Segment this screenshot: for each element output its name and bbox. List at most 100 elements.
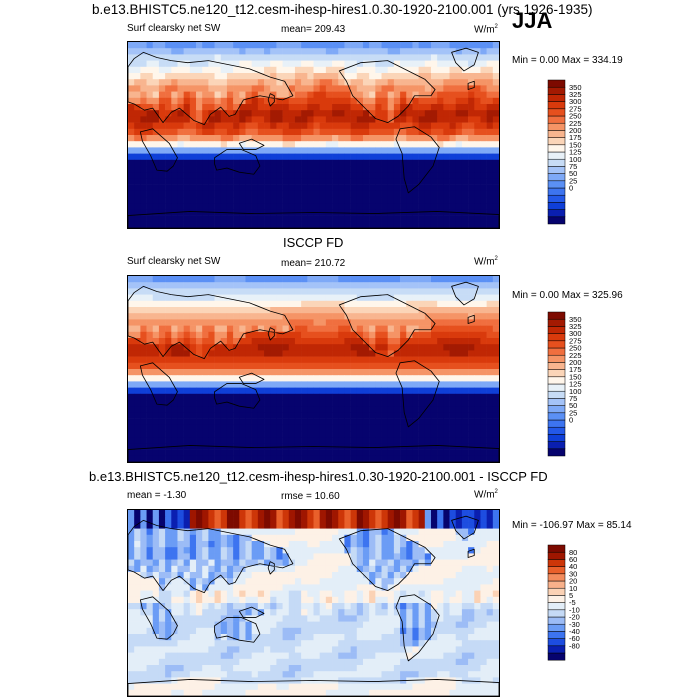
panel1-colorbar-swatch [547, 122, 566, 131]
panel1-map-cell [400, 203, 407, 210]
panel3-map-cell [239, 547, 246, 554]
panel1-map-cell [480, 166, 487, 173]
panel2-map-cell [406, 406, 413, 413]
panel2-map-cell [492, 307, 499, 314]
panel1-map-cell [165, 178, 172, 185]
panel1-map-cell [474, 166, 481, 173]
panel1-map-cell [202, 122, 209, 130]
panel3-map-cell [152, 534, 160, 542]
panel1-map-cell [369, 197, 376, 204]
panel1-map-cell [282, 141, 290, 148]
panel2-map-cell [214, 369, 222, 376]
panel3-map-cell [356, 553, 364, 560]
panel1-map-cell [202, 190, 209, 198]
panel1-map-cell [350, 209, 358, 216]
panel1-map-cell [134, 110, 141, 117]
panel2-map-cell [196, 393, 203, 401]
panel1-map-cell [387, 42, 395, 49]
panel2-map-cell [257, 282, 265, 289]
panel2-map-cell [165, 294, 172, 302]
panel1-map-cell [344, 104, 351, 111]
panel1-map-cell [208, 178, 215, 185]
panel1-map-cell [325, 91, 333, 99]
panel3-map-cell [239, 522, 246, 529]
panel1-map-cell [492, 48, 499, 55]
panel2-map-cell [177, 393, 184, 401]
panel3-map-cell [406, 603, 413, 610]
panel2-map-cell [177, 412, 184, 419]
panel1-map-cell [202, 54, 209, 61]
panel3-map-cell [325, 627, 333, 635]
panel2-map-cell [474, 424, 481, 432]
panel1-map-cell [239, 73, 246, 80]
panel1-map-cell [443, 184, 450, 192]
panel2-map-cell [338, 381, 345, 388]
figure-title: b.e13.BHISTC5.ne120_t12.cesm-ihesp-hires… [92, 2, 593, 17]
panel2-map-cell [474, 449, 481, 457]
panel1-map-cell [437, 135, 444, 142]
panel3-map-cell [294, 615, 302, 622]
panel1-map-cell [171, 128, 178, 136]
panel2-map-cell [387, 437, 395, 444]
panel1-map-cell [338, 128, 345, 136]
panel1-map-cell [356, 197, 364, 204]
panel1-map-cell [418, 128, 426, 136]
panel2-map-cell [400, 294, 407, 302]
panel1-map-cell [152, 153, 160, 161]
panel1-map-cell [492, 79, 499, 86]
panel1-map-cell [171, 60, 178, 68]
panel1-map-cell [313, 184, 320, 192]
panel1-map-cell [319, 147, 327, 154]
panel2-map-cell [177, 338, 184, 345]
panel2-map-cell [375, 412, 382, 419]
panel1-map-cell [393, 85, 401, 92]
panel3-map-cell [165, 603, 172, 610]
panel1-map-cell [338, 190, 345, 198]
panel1-map-cell [406, 48, 413, 55]
panel3-map-cell [226, 541, 234, 548]
panel1-map-cell [375, 215, 382, 223]
panel2-map-cell [208, 393, 215, 401]
panel2-map-cell [270, 437, 277, 444]
panel1-map-cell [251, 184, 259, 192]
panel1-map-cell [251, 197, 259, 204]
panel1-map-cell [492, 172, 499, 179]
panel3-map-cell [239, 640, 246, 647]
panel2-map-cell [393, 437, 401, 444]
panel1-map-cell [455, 153, 463, 161]
panel1-map-cell [387, 48, 395, 55]
panel1-map-cell [189, 110, 197, 117]
panel1-map-cell [424, 128, 432, 136]
panel1-map-cell [257, 122, 265, 130]
panel1-map-cell [449, 203, 457, 210]
panel2-map-cell [294, 356, 302, 364]
panel2-map-cell [344, 331, 351, 339]
panel2-map-cell [319, 362, 327, 370]
panel3-map-cell [430, 609, 438, 616]
panel1-map-cell [165, 85, 172, 92]
panel3-map-cell [134, 627, 141, 635]
panel2-map-cell [171, 307, 178, 314]
panel1-map-cell [393, 141, 401, 148]
panel2-map-cell [257, 418, 265, 426]
panel3-map-cell [319, 584, 327, 591]
panel2-map-cell [301, 350, 308, 357]
panel1-map-cell [307, 147, 314, 154]
panel3-map-cell [369, 590, 376, 598]
panel1-map-cell [430, 215, 438, 223]
panel1-map-cell [233, 203, 240, 210]
panel3-map-cell [214, 565, 222, 573]
panel1-map-cell [375, 54, 382, 61]
panel3-map-cell [134, 572, 141, 579]
panel2-map-cell [276, 455, 283, 462]
panel3-map-cell [165, 596, 172, 604]
panel1-map-cell [461, 54, 469, 61]
panel2-map-cell [282, 381, 290, 388]
panel2-map-cell [294, 369, 302, 376]
panel1-map-cell [400, 97, 407, 105]
panel1-map-cell [189, 197, 197, 204]
panel3-map-cell [443, 522, 450, 529]
panel1-map-cell [461, 110, 469, 117]
panel3-map-cell [325, 584, 333, 591]
panel2-map-cell [325, 276, 333, 283]
